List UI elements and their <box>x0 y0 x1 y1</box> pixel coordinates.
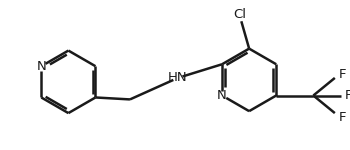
Text: F: F <box>339 111 346 123</box>
Text: F: F <box>345 89 350 102</box>
Text: Cl: Cl <box>233 8 246 21</box>
Text: N: N <box>36 60 46 73</box>
Text: HN: HN <box>168 71 188 84</box>
Text: F: F <box>339 68 346 81</box>
Text: N: N <box>217 89 227 102</box>
